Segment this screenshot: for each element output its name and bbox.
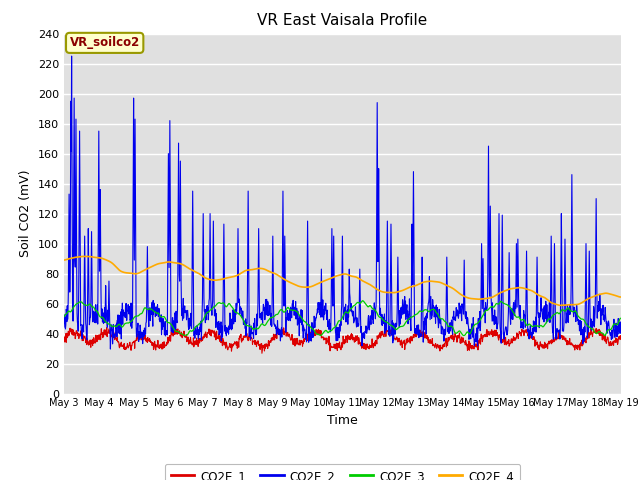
Y-axis label: Soil CO2 (mV): Soil CO2 (mV) (19, 170, 33, 257)
CO2E_3 (317, 333, 325, 338)
CO2E_3 (610, 321, 618, 327)
X-axis label: Time: Time (327, 414, 358, 427)
Line: CO2E_2: CO2E_2 (64, 56, 620, 349)
CO2E_2 (60, 324, 68, 330)
CO2E_4 (610, 292, 618, 298)
CO2E_3 (616, 315, 624, 321)
CO2E_3 (147, 306, 155, 312)
CO2E_3 (556, 311, 563, 317)
Line: CO2E_4: CO2E_4 (64, 256, 620, 305)
Legend: CO2E_1, CO2E_2, CO2E_3, CO2E_4: CO2E_1, CO2E_2, CO2E_3, CO2E_4 (164, 464, 520, 480)
CO2E_1 (60, 339, 68, 345)
CO2E_1 (556, 336, 563, 341)
CO2E_3 (359, 298, 367, 304)
CO2E_2 (318, 290, 326, 296)
CO2E_3 (601, 333, 609, 338)
CO2E_2 (106, 346, 114, 352)
CO2E_4 (60, 257, 68, 263)
CO2E_2 (556, 332, 563, 338)
CO2E_1 (328, 345, 336, 350)
CO2E_4 (328, 275, 336, 281)
Text: VR_soilco2: VR_soilco2 (70, 36, 140, 49)
CO2E_3 (474, 320, 481, 326)
CO2E_1 (318, 334, 326, 340)
CO2E_2 (148, 308, 156, 313)
CO2E_2 (68, 53, 76, 59)
CO2E_2 (610, 316, 618, 322)
CO2E_1 (103, 325, 111, 331)
CO2E_3 (60, 314, 68, 320)
Title: VR East Vaisala Profile: VR East Vaisala Profile (257, 13, 428, 28)
CO2E_1 (148, 339, 156, 345)
CO2E_1 (258, 350, 266, 356)
Line: CO2E_1: CO2E_1 (64, 328, 620, 353)
CO2E_2 (616, 319, 624, 325)
CO2E_2 (474, 321, 482, 327)
CO2E_4 (474, 296, 481, 302)
CO2E_4 (557, 302, 565, 308)
CO2E_4 (616, 294, 624, 300)
CO2E_3 (328, 328, 335, 334)
CO2E_2 (328, 263, 336, 269)
CO2E_1 (610, 338, 618, 344)
CO2E_4 (148, 264, 156, 270)
Line: CO2E_3: CO2E_3 (64, 301, 620, 336)
CO2E_4 (80, 253, 88, 259)
CO2E_4 (556, 302, 563, 308)
CO2E_1 (474, 347, 482, 353)
CO2E_4 (317, 279, 325, 285)
CO2E_1 (616, 333, 624, 338)
